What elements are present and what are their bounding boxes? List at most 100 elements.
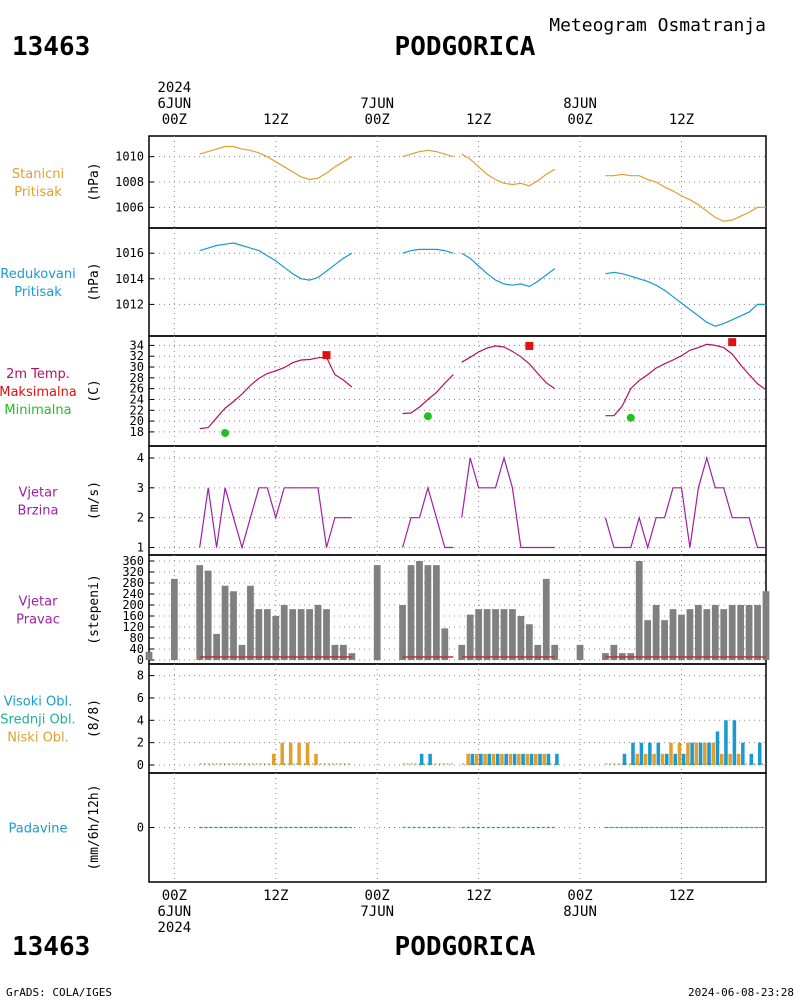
station-id-bottom: 13463: [12, 932, 90, 962]
panel-label: Stanicni: [12, 167, 64, 182]
panel-clouds: 0 2 4 6 8 (8/8) Visoki Obl. Srednji Obl. Niski O…: [0, 663, 767, 774]
direction-bar: [213, 633, 220, 660]
direction-bar: [255, 609, 263, 660]
cloud-bar-visoki-obl-: [529, 753, 534, 765]
bottom-time-label: 12Z: [263, 888, 288, 904]
direction-bar: [737, 605, 745, 660]
series-line-temperature: [199, 356, 353, 430]
cloud-bar-niski-obl-: [271, 753, 276, 765]
cloud-bar-niski-obl-: [297, 742, 301, 765]
bottom-time-label: 00Z: [365, 888, 390, 904]
direction-bar: [247, 585, 254, 660]
panel-frame: [148, 135, 767, 229]
cloud-bar-niski-obl-: [635, 753, 639, 765]
bottom-time-label: 6JUN: [157, 904, 191, 920]
direction-bar: [720, 609, 728, 660]
panel-label: Pravac: [16, 613, 60, 628]
direction-bar: [492, 609, 499, 660]
direction-bar: [703, 609, 711, 660]
direction-bar: [517, 616, 525, 660]
y-tick-label: 0: [137, 653, 144, 667]
bottom-time-label: 2024: [157, 920, 191, 936]
top-time-label: 00Z: [567, 112, 592, 128]
direction-bar: [306, 609, 313, 660]
panel-label: Vjetar: [19, 595, 59, 610]
direction-bar: [525, 624, 533, 660]
y-tick-label: 1006: [115, 200, 144, 214]
bottom-time-label: 8JUN: [563, 904, 597, 920]
station-name-top: PODGORICA: [395, 32, 536, 62]
cloud-bar-visoki-obl-: [707, 742, 711, 765]
y-tick-label: 240: [122, 587, 144, 601]
y-tick-label: 320: [122, 565, 144, 579]
series-line-reduced_pressure: [402, 248, 454, 254]
top-time-label: 12Z: [466, 112, 491, 128]
meteogram-panels: 100610081010(hPa)StanicniPritisak1012101…: [0, 135, 770, 883]
tmax-marker: [525, 341, 534, 350]
bottom-time-label: 12Z: [466, 888, 491, 904]
panel-frame: [148, 445, 767, 556]
y-tick-label: 1016: [115, 246, 144, 260]
series-line-station_pressure: [199, 145, 353, 181]
cloud-bar-visoki-obl-: [698, 742, 703, 765]
cloud-bar-visoki-obl-: [495, 753, 500, 765]
y-tick-label: 1012: [115, 297, 144, 311]
cloud-bar-visoki-obl-: [656, 742, 661, 765]
cloud-bar-visoki-obl-: [521, 753, 525, 765]
direction-bar: [416, 561, 423, 660]
series-line-station_pressure: [461, 153, 556, 187]
direction-bar: [441, 628, 449, 660]
direction-bar: [610, 644, 618, 660]
y-tick-label: 26: [130, 382, 144, 396]
y-tick-label: 22: [130, 403, 144, 417]
y-tick-label: 6: [137, 691, 144, 705]
series-line-temperature: [402, 374, 454, 415]
generation-timestamp: 2024-06-08-23:28: [688, 986, 794, 999]
tmax-marker: [322, 351, 331, 360]
y-tick-label: 28: [130, 371, 144, 385]
direction-bar: [551, 644, 559, 660]
direction-bar: [678, 614, 685, 660]
cloud-bar-visoki-obl-: [741, 742, 745, 765]
direction-bar: [483, 609, 491, 660]
cloud-bar-niski-obl-: [508, 753, 513, 765]
cloud-bar-niski-obl-: [500, 753, 504, 765]
y-axis-unit: (m/s): [87, 481, 102, 520]
direction-bar: [509, 609, 516, 660]
y-tick-label: 24: [130, 392, 144, 406]
cloud-bar-visoki-obl-: [648, 742, 652, 765]
cloud-bar-niski-obl-: [694, 742, 699, 765]
cloud-bar-visoki-obl-: [555, 753, 559, 765]
cloud-bar-niski-obl-: [314, 753, 318, 765]
top-time-label: 12Z: [263, 112, 288, 128]
panel-label: 2m Temp.: [6, 367, 70, 382]
y-tick-label: 80: [130, 631, 144, 645]
direction-bar: [272, 616, 280, 660]
series-line-wind_speed: [199, 487, 352, 550]
panel-frame: [148, 335, 767, 447]
panel-label: Niski Obl.: [7, 731, 69, 746]
direction-bar: [331, 644, 339, 660]
top-time-label: 2024: [157, 80, 191, 96]
cloud-bar-visoki-obl-: [749, 753, 754, 765]
bottom-time-label: 00Z: [162, 888, 187, 904]
direction-bar: [221, 585, 229, 660]
cloud-bar-visoki-obl-: [504, 753, 508, 765]
series-line-reduced_pressure: [461, 252, 556, 288]
cloud-bar-niski-obl-: [288, 742, 293, 765]
y-tick-label: 4: [137, 713, 144, 727]
cloud-bar-niski-obl-: [652, 753, 656, 765]
series-line-reduced_pressure: [605, 271, 766, 327]
direction-bar: [711, 605, 719, 660]
y-tick-label: 1010: [115, 150, 144, 164]
bottom-time-label: 7JUN: [360, 904, 394, 920]
panel-wind_speed: 1 2 3 4 (m/s) Vjetar Brzina: [18, 445, 767, 556]
cloud-bar-niski-obl-: [305, 742, 310, 765]
station-id-top: 13463: [12, 32, 90, 62]
y-tick-label: 360: [122, 554, 144, 568]
y-tick-label: 20: [130, 414, 144, 428]
